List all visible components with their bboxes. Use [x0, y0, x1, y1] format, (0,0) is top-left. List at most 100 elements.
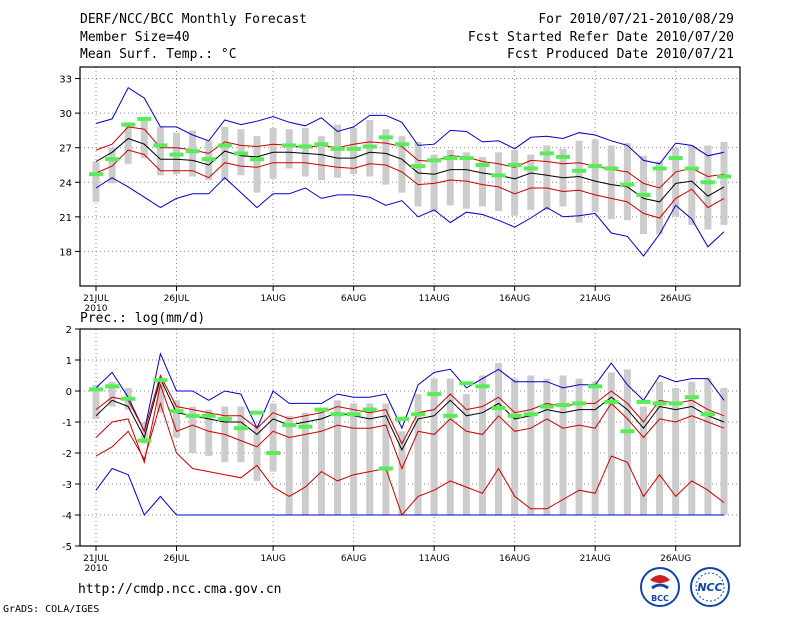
- temp-obs-marker: [427, 158, 442, 163]
- temp-xtick-label: 26JUL: [164, 294, 190, 304]
- forecast-period: For 2010/07/21-2010/08/29: [538, 12, 734, 27]
- temp-ytick-label: 33: [59, 75, 72, 86]
- prec-obs-marker: [362, 407, 377, 412]
- temp-upper-line: [95, 126, 725, 189]
- bcc-logo-text: BCC: [651, 594, 669, 603]
- temp-spread-box: [334, 124, 342, 178]
- temp-obs-marker: [378, 135, 393, 140]
- temp-spread-box: [688, 145, 696, 225]
- prec-xtick-label: 11AUG: [419, 554, 450, 564]
- prec-spread-box: [446, 378, 454, 515]
- started-date: Fcst Started Refer Date 2010/07/20: [467, 30, 734, 45]
- prec-spread-box: [720, 387, 728, 515]
- prec-spread-box: [108, 381, 116, 407]
- prec-spread-box: [575, 378, 583, 515]
- temp-spread-box: [140, 118, 148, 159]
- prec-spread-box: [495, 363, 503, 515]
- prec-spread-box: [334, 400, 342, 515]
- prec-spread-box: [704, 378, 712, 515]
- temp-spread-box: [237, 129, 245, 176]
- temp-ytick-label: 27: [59, 144, 72, 155]
- temp-obs-marker: [89, 172, 103, 177]
- prec-lower-line: [95, 382, 725, 470]
- source-url[interactable]: http://cmdp.ncc.cma.gov.cn: [78, 582, 282, 597]
- prec-spread-box: [124, 387, 132, 410]
- prec-obs-marker: [266, 451, 281, 455]
- prec-spread-box: [205, 409, 213, 457]
- prec-obs-marker: [411, 412, 426, 417]
- prec-lowest-line: [95, 401, 725, 516]
- temp-spread-box: [108, 147, 116, 184]
- prec-ytick-label: 2: [66, 325, 72, 336]
- prec-obs-marker: [137, 438, 152, 443]
- grads-credit: GrADS: COLA/IGES: [3, 604, 100, 615]
- temp-obs-marker: [217, 143, 232, 148]
- prec-spread-box: [366, 403, 374, 515]
- temp-obs-marker: [572, 168, 587, 173]
- chart-title: DERF/NCC/BCC Monthly Forecast: [80, 12, 307, 27]
- temp-spread-box: [285, 129, 293, 169]
- temp-spread-box: [414, 141, 422, 207]
- prec-spread-box: [543, 378, 551, 515]
- prec-spread-box: [478, 375, 486, 515]
- prec-spread-box: [285, 415, 293, 515]
- temp-obs-marker: [652, 166, 667, 171]
- prec-obs-marker: [620, 429, 635, 434]
- temp-obs-marker: [636, 192, 651, 197]
- prec-spread-box: [462, 394, 470, 515]
- prec-obs-marker: [604, 399, 619, 404]
- prec-obs-marker: [507, 413, 522, 418]
- prec-obs-marker: [330, 412, 345, 417]
- temp-spread-box: [511, 149, 519, 216]
- temp-panel: 18 21 24 27 30 33 21JUL 26JUL 1AUG 6AUG 11AUG 16AUG…: [59, 66, 741, 314]
- prec-xtick-label: 16AUG: [499, 554, 530, 564]
- prec-obs-marker: [539, 404, 554, 409]
- prec-obs-marker: [121, 396, 136, 401]
- temp-obs-marker: [233, 151, 248, 156]
- temp-ytick-label: 18: [59, 247, 72, 258]
- temp-spread-box: [720, 141, 728, 225]
- temp-spread-box: [350, 128, 358, 175]
- prec-ytick-label: 1: [66, 356, 72, 367]
- prec-obs-marker: [169, 409, 184, 414]
- prec-xtick-label: 21JUL: [83, 554, 109, 564]
- prec-spread-box: [672, 387, 680, 515]
- temp-obs-marker: [443, 156, 458, 161]
- temp-obs-marker: [153, 143, 168, 148]
- prec-obs-marker: [89, 387, 103, 392]
- temp-obs-marker: [717, 174, 731, 179]
- prec-spread-box: [656, 381, 664, 515]
- temp-mean-line: [95, 137, 725, 203]
- temp-spread-box: [92, 161, 100, 202]
- temp-spread-box: [124, 122, 132, 164]
- temp-spread-box: [656, 161, 664, 235]
- prec-obs-marker: [298, 424, 313, 429]
- institution-logos: BCC NCC: [640, 567, 730, 607]
- prec-obs-marker: [668, 401, 683, 406]
- temp-ytick-label: 21: [59, 213, 72, 224]
- prec-spread-box: [527, 375, 535, 515]
- temp-obs-marker: [362, 144, 377, 149]
- prec-panel: -5 -4 -3 -2 -1 0 1 2 21JUL 26JUL 1AUG 6AUG 11AUG 16AU…: [62, 325, 741, 574]
- temp-spread-box: [173, 132, 181, 175]
- prec-spread-box: [591, 381, 599, 515]
- prec-obs-marker: [700, 412, 715, 417]
- temp-obs-marker: [346, 146, 361, 151]
- temp-xtick-label: 6AUG: [341, 294, 366, 304]
- prec-frame: [79, 328, 741, 547]
- prec-obs-marker: [153, 378, 168, 383]
- temp-lower-line: [95, 149, 725, 219]
- prec-spread-box: [92, 384, 100, 419]
- prec-spread-box: [301, 412, 309, 515]
- prec-spread-box: [253, 425, 261, 481]
- prec-obs-marker: [346, 412, 361, 417]
- prec-spread-box: [511, 378, 519, 515]
- prec-obs-marker: [105, 384, 120, 389]
- prec-obs-marker: [233, 426, 248, 431]
- temp-spread-box: [189, 130, 197, 177]
- prec-obs-marker: [555, 402, 570, 407]
- prec-ytick-label: -2: [62, 449, 72, 460]
- prec-ytick-label: -1: [62, 418, 72, 429]
- temp-xtick-label: 21JUL: [83, 294, 109, 304]
